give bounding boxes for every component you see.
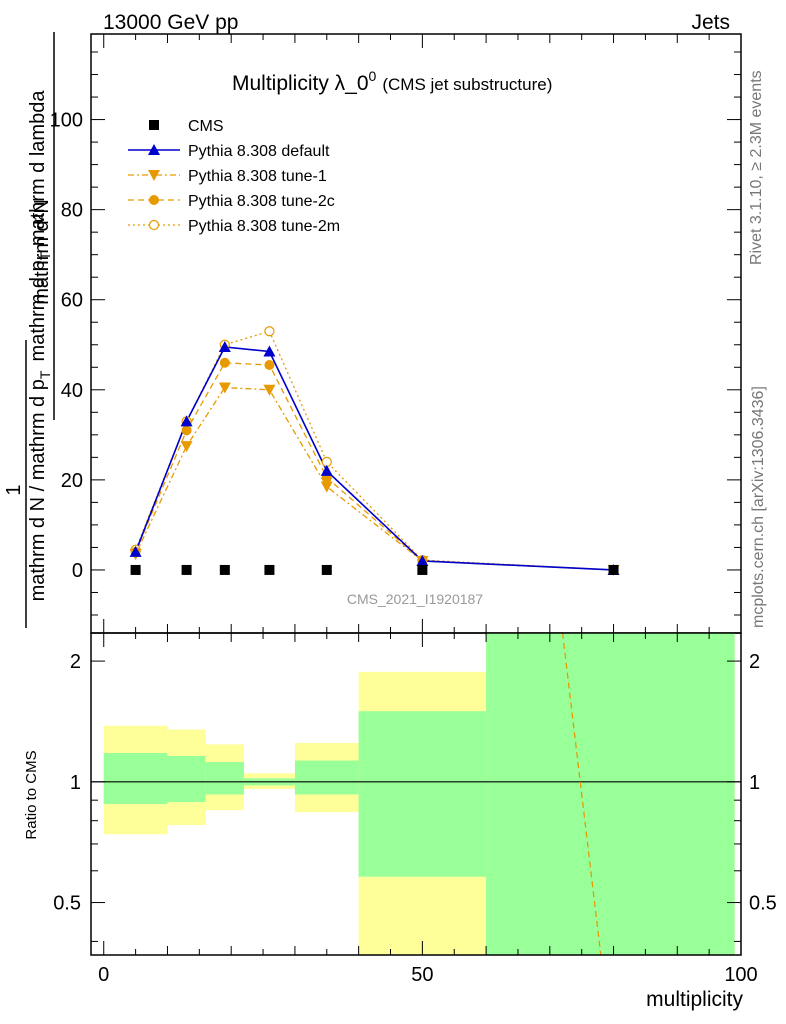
series-line-3: [135, 362, 614, 571]
series-point-2: [263, 384, 276, 396]
ratio-band-inner-2: [205, 762, 244, 795]
series-point-1: [218, 341, 231, 353]
ratio-frame: [90, 632, 742, 956]
ylabel-prefactor-numerator: 1: [3, 484, 25, 495]
x-tick-label: 0: [98, 964, 109, 986]
ratio-y-tick-label-right: 1: [749, 772, 760, 794]
series-point-4: [264, 326, 275, 337]
series-point-2: [320, 481, 333, 493]
y-tick-label: 20: [61, 470, 83, 492]
ylabel-prefactor-denominator: mathrm d N / mathrm d pT: [27, 370, 53, 601]
xlabel: multiplicity: [646, 988, 743, 1011]
series-point-0: [321, 564, 332, 575]
y-tick-label: 0: [72, 560, 83, 582]
legend-label-3: Pythia 8.308 tune-2c: [188, 193, 335, 210]
x-tick-label: 100: [724, 964, 757, 986]
series-point-2: [218, 382, 231, 394]
series-point-3: [181, 425, 192, 436]
y-tick-label: 80: [61, 200, 83, 222]
ratio-y-tick-label-right: 0.5: [749, 893, 777, 915]
mcplots-label: mcplots.cern.ch [arXiv:1306.3436]: [750, 386, 767, 628]
legend-label-1: Pythia 8.308 default: [188, 143, 330, 160]
ratio-axes: 0.5 0.5 1 1 2 2 0 50 100: [53, 632, 777, 986]
series-point-1: [416, 554, 429, 566]
series-point-1: [180, 415, 193, 427]
main-series-markers: [129, 326, 620, 576]
legend-marker-3: [149, 195, 159, 205]
y-tick-label: 40: [61, 380, 83, 402]
ratio-band-inner-5: [358, 711, 487, 877]
y-tick-label: 100: [50, 110, 83, 132]
ratio-band-inner-1: [167, 755, 206, 803]
ratio-series-lines: [561, 632, 602, 956]
legend-marker-4: [148, 219, 160, 231]
series-point-0: [417, 564, 428, 575]
main-ylabel: mathrm d²N mathrm d pT mathrm d lambda 1…: [3, 32, 55, 628]
main-axes: 0 20 40 60 80 100: [50, 33, 742, 634]
series-point-0: [608, 564, 619, 575]
legend-label-4: Pythia 8.308 tune-2m: [188, 218, 340, 235]
series-point-3: [219, 357, 230, 368]
ratio-y-tick-label-right: 2: [749, 651, 760, 673]
legend-label-0: CMS: [188, 118, 224, 135]
main-series-lines: [134, 330, 614, 571]
legend-marker-1: [148, 144, 160, 155]
legend-label-2: Pythia 8.308 tune-1: [188, 168, 327, 185]
header-right-label: Jets: [691, 11, 730, 34]
series-line-4: [135, 330, 614, 571]
ratio-band-inner-0: [103, 752, 168, 805]
series-point-1: [263, 345, 276, 357]
ylabel-numerator: mathrm d²N: [31, 199, 53, 305]
series-point-2: [180, 441, 193, 453]
ratio-series-line-0: [561, 632, 602, 956]
y-tick-label: 60: [61, 290, 83, 312]
analysis-watermark: CMS_2021_I1920187: [347, 591, 483, 607]
legend-marker-2: [148, 170, 160, 181]
ratio-band-inner-4: [294, 760, 359, 795]
legend: CMS Pythia 8.308 default Pythia 8.308 tune…: [128, 118, 340, 235]
series-line-2: [135, 386, 614, 571]
series-point-3: [264, 360, 275, 371]
plot-title: Multiplicity λ_00 (CMS jet substructure): [232, 68, 552, 95]
ratio-ylabel: Ratio to CMS: [23, 750, 40, 839]
header-left-label: 13000 GeV pp: [103, 11, 238, 34]
rivet-version-label: Rivet 3.1.10, ≥ 2.3M events: [748, 70, 765, 265]
ratio-band-inner-6: [486, 633, 735, 955]
series-line-1: [134, 346, 614, 571]
series-point-0: [219, 564, 230, 575]
x-tick-label: 50: [411, 964, 433, 986]
ratio-bands: [91, 633, 741, 955]
ratio-y-tick-label: 2: [70, 651, 81, 673]
series-point-1: [129, 545, 142, 557]
series-point-0: [130, 564, 141, 575]
series-point-0: [264, 564, 275, 575]
ratio-y-tick-label: 1: [70, 772, 81, 794]
legend-marker-0: [149, 120, 159, 130]
ylabel-denominator: mathrm d pT mathrm d lambda: [27, 90, 53, 362]
ratio-y-tick-label: 0.5: [53, 893, 81, 915]
series-point-1: [320, 464, 333, 476]
series-point-0: [181, 564, 192, 575]
